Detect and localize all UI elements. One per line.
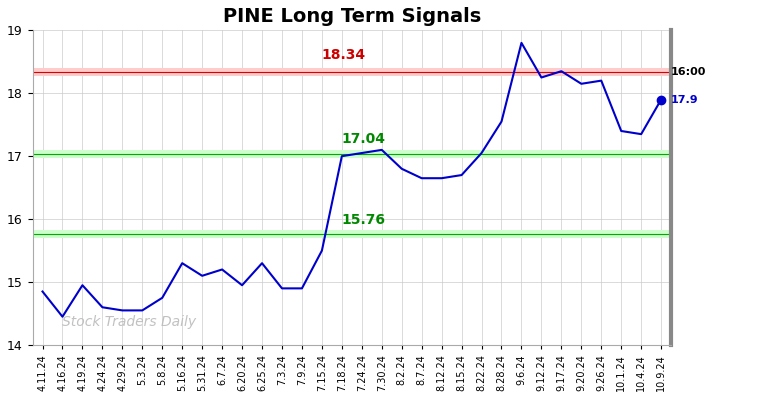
Text: Stock Traders Daily: Stock Traders Daily — [63, 315, 197, 329]
Title: PINE Long Term Signals: PINE Long Term Signals — [223, 7, 481, 26]
Text: 18.34: 18.34 — [322, 49, 366, 62]
Text: 17.04: 17.04 — [342, 132, 386, 146]
Bar — [33, 150, 671, 158]
Text: 16:00: 16:00 — [671, 67, 706, 77]
Bar — [33, 68, 671, 76]
Bar — [33, 230, 671, 238]
Text: 15.76: 15.76 — [342, 213, 386, 227]
Text: 17.9: 17.9 — [671, 94, 699, 105]
